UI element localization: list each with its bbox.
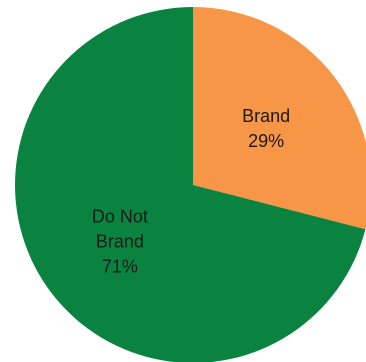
pie-slice-1 bbox=[15, 7, 366, 362]
pie-slice-value-label: 71% bbox=[102, 257, 138, 277]
pie-slice-label-1: Do Not Brand 71% bbox=[92, 207, 148, 277]
pie-slice-value-label: 29% bbox=[248, 131, 284, 151]
pie-slice-name-label: Do Not bbox=[92, 207, 148, 227]
pie-slices bbox=[15, 7, 366, 362]
pie-labels: Brand 29% Do Not Brand 71% bbox=[92, 106, 290, 277]
pie-slice-name-label: Brand bbox=[242, 106, 290, 126]
pie-slice-label-0: Brand 29% bbox=[242, 106, 290, 151]
pie-slice-name-label: Brand bbox=[96, 232, 144, 252]
pie-slice-0 bbox=[193, 7, 366, 230]
